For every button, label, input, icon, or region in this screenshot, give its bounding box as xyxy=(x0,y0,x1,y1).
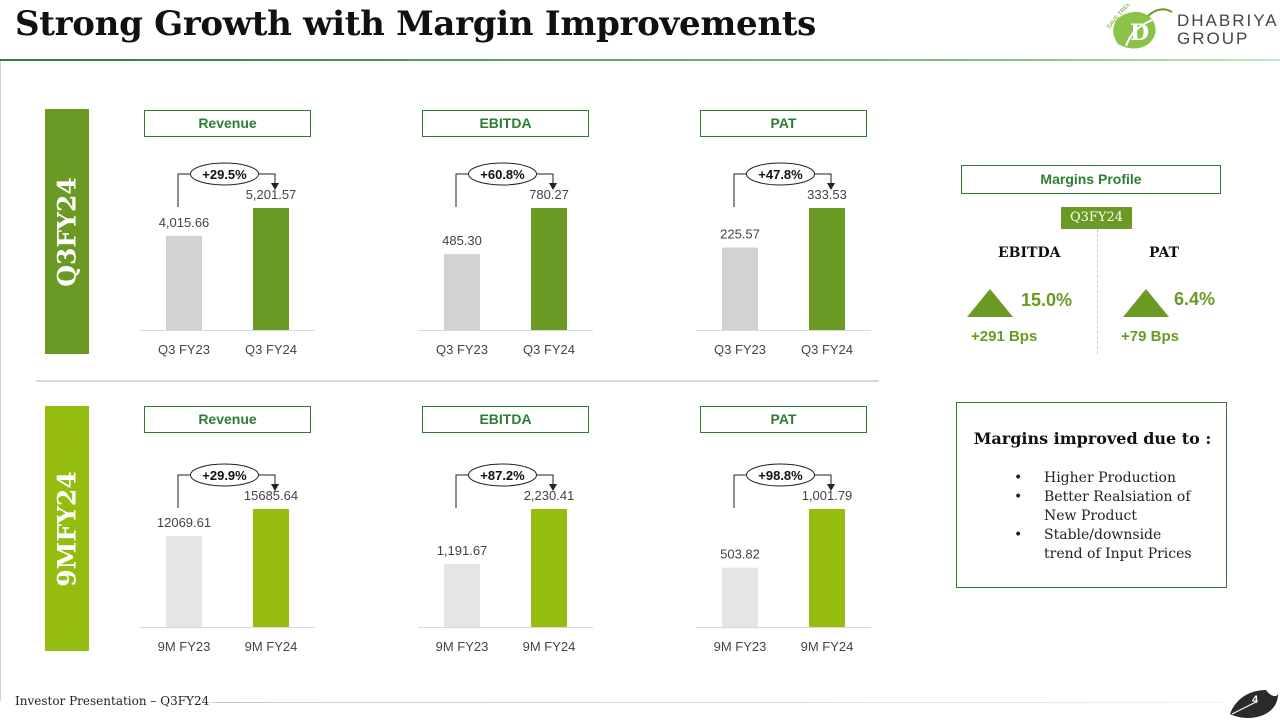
arrow-down-icon xyxy=(549,183,557,190)
category-label: Q3 FY23 xyxy=(714,342,766,357)
svg-text:D: D xyxy=(1130,20,1149,46)
bar-current xyxy=(531,208,567,330)
arrow-down-icon xyxy=(271,183,279,190)
reasons-list: Higher Production Better Realsiation of … xyxy=(985,469,1204,564)
footer-rule xyxy=(212,702,1222,703)
arrow-down-icon xyxy=(827,484,835,491)
category-label: 9M FY24 xyxy=(801,639,854,654)
arrow-down-icon xyxy=(827,183,835,190)
period-bar-9m: 9MFY24 xyxy=(45,406,89,651)
left-border xyxy=(0,61,1,701)
margin-reasons-box: Margins improved due to : Higher Product… xyxy=(956,402,1227,588)
growth-label: +60.8% xyxy=(480,167,525,182)
margin-ebitda-label: EBITDA xyxy=(998,245,1061,261)
data-label: 333.53 xyxy=(807,187,847,202)
category-label: 9M FY23 xyxy=(158,639,211,654)
bar-current xyxy=(253,208,289,330)
category-label: Q3 FY24 xyxy=(801,342,853,357)
growth-badge xyxy=(190,463,259,487)
bar-current xyxy=(809,208,845,330)
bar-current xyxy=(253,509,289,627)
data-label: 225.57 xyxy=(720,226,760,241)
bar-prior xyxy=(166,235,202,330)
category-label: Q3 FY24 xyxy=(523,342,575,357)
data-label: 503.82 xyxy=(720,547,760,562)
reasons-title: Margins improved due to : xyxy=(973,429,1212,448)
reason-item: Higher Production xyxy=(985,469,1204,488)
chart-title-ebitda-q3: EBITDA xyxy=(422,110,589,137)
bar-prior xyxy=(444,254,480,330)
margins-profile-title: Margins Profile xyxy=(961,165,1221,194)
leaf-icon xyxy=(1230,690,1278,718)
data-label: 15685.64 xyxy=(244,488,298,503)
category-label: 9M FY23 xyxy=(714,639,767,654)
growth-badge xyxy=(468,463,537,487)
growth-label: +98.8% xyxy=(758,468,803,483)
margin-pat-change: +79 Bps xyxy=(1121,328,1179,345)
category-label: 9M FY24 xyxy=(245,639,298,654)
data-label: 1,191.67 xyxy=(437,543,488,558)
growth-badge xyxy=(468,162,537,186)
bar-current xyxy=(809,509,845,627)
page-title: Strong Growth with Margin Improvements xyxy=(15,4,817,44)
up-triangle-icon xyxy=(967,289,1013,317)
up-triangle-icon xyxy=(1123,289,1169,317)
growth-label: +47.8% xyxy=(758,167,803,182)
period-bar-q3: Q3FY24 xyxy=(45,109,89,354)
margin-pat-label: PAT xyxy=(1149,245,1180,261)
growth-label: +29.5% xyxy=(202,167,247,182)
margin-pat-value: 6.4% xyxy=(1174,289,1216,309)
footer-text: Investor Presentation – Q3FY24 xyxy=(15,694,210,708)
data-label: 780.27 xyxy=(529,187,569,202)
data-label: 1,001.79 xyxy=(802,488,853,503)
section-divider xyxy=(36,380,879,382)
bar-prior xyxy=(166,536,202,627)
category-label: Q3 FY23 xyxy=(436,342,488,357)
bar-current xyxy=(531,509,567,627)
bar-prior xyxy=(444,563,480,627)
arrow-down-icon xyxy=(271,484,279,491)
dhabriya-logo: D SAVE TREES xyxy=(1106,4,1173,49)
data-label: 4,015.66 xyxy=(159,215,210,230)
arrow-down-icon xyxy=(549,484,557,491)
chart-title-pat-9m: PAT xyxy=(700,406,867,433)
chart-title-ebitda-9m: EBITDA xyxy=(422,406,589,433)
margins-period-tag: Q3FY24 xyxy=(1061,207,1132,229)
chart-title-revenue-9m: Revenue xyxy=(144,406,311,433)
chart-title-pat-q3: PAT xyxy=(700,110,867,137)
logo-wordmark: DHABRIYA GROUP xyxy=(1177,11,1279,48)
reason-item: Stable/downside trend of Input Prices xyxy=(985,526,1204,564)
margins-divider xyxy=(1097,229,1098,354)
data-label: 485.30 xyxy=(442,233,482,248)
growth-badge xyxy=(746,162,815,186)
bar-prior xyxy=(722,567,758,627)
margin-ebitda-value: 15.0% xyxy=(1021,290,1073,310)
category-label: Q3 FY23 xyxy=(158,342,210,357)
page-number: 4 xyxy=(1252,694,1259,706)
category-label: 9M FY24 xyxy=(523,639,576,654)
margin-ebitda-change: +291 Bps xyxy=(971,328,1038,345)
title-divider xyxy=(0,59,1280,61)
category-label: Q3 FY24 xyxy=(245,342,297,357)
growth-label: +29.9% xyxy=(202,468,247,483)
data-label: 12069.61 xyxy=(157,515,211,530)
chart-title-revenue-q3: Revenue xyxy=(144,110,311,137)
growth-label: +87.2% xyxy=(480,468,525,483)
data-label: 2,230.41 xyxy=(524,488,575,503)
bar-prior xyxy=(722,247,758,330)
growth-badge xyxy=(190,162,259,186)
category-label: 9M FY23 xyxy=(436,639,489,654)
growth-badge xyxy=(746,463,815,487)
reason-item: Better Realsiation of New Product xyxy=(985,488,1204,526)
data-label: 5,201.57 xyxy=(246,187,297,202)
